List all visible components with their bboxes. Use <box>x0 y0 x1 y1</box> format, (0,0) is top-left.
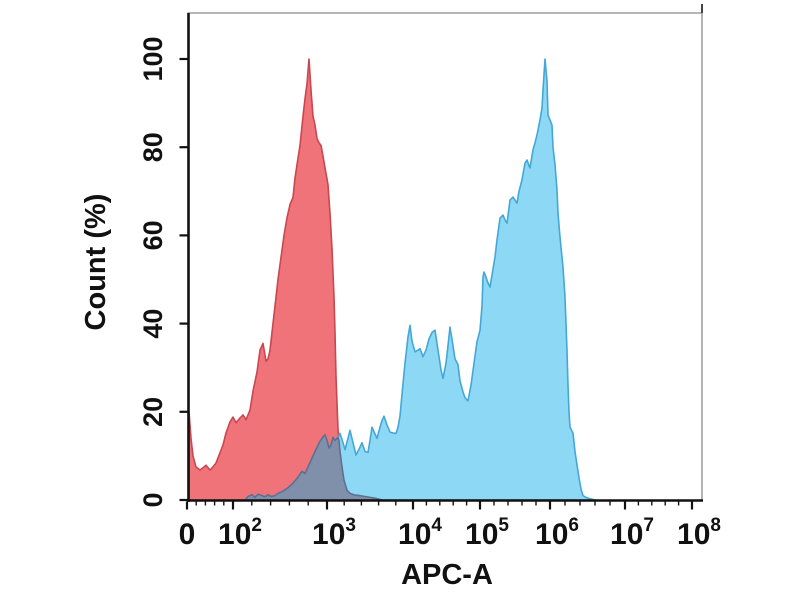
x-tick-label: 103 <box>312 515 356 551</box>
x-tick-label: 105 <box>465 515 509 551</box>
y-tick-label: 60 <box>138 220 168 250</box>
tick-label-layer: 0 20 40 60 80 100 0 102 103 104 105 106 107 108 <box>138 36 721 551</box>
y-tick-label: 100 <box>138 36 168 81</box>
y-tick-label: 80 <box>138 132 168 162</box>
series-overlap-region <box>244 433 383 501</box>
tick-layer <box>179 57 694 510</box>
x-axis-title: APC-A <box>401 559 493 591</box>
x-tick-label: 107 <box>610 515 654 551</box>
y-tick-label: 0 <box>138 492 168 507</box>
plot-frame <box>187 4 703 502</box>
series-red-population <box>188 58 383 501</box>
x-tick-label: 104 <box>398 515 442 551</box>
x-tick-label: 0 <box>179 518 196 551</box>
x-tick-label: 102 <box>218 515 262 551</box>
x-tick-label: 108 <box>677 515 721 551</box>
series-layer <box>188 58 596 501</box>
y-axis-title: Count (%) <box>80 194 112 331</box>
y-tick-label: 40 <box>138 309 168 339</box>
x-tick-label: 106 <box>535 515 579 551</box>
y-tick-label: 20 <box>138 397 168 427</box>
